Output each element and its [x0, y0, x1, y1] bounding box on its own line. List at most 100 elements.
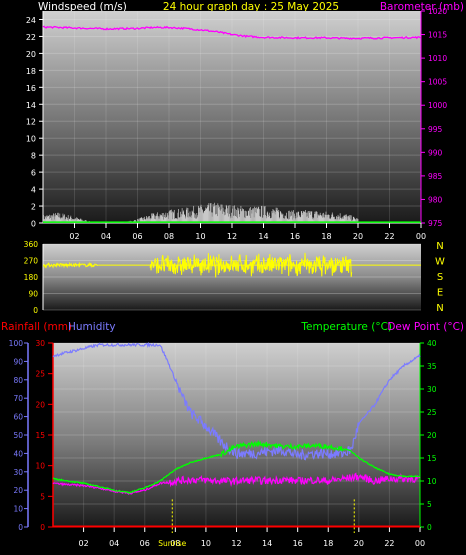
p1-x-tick-label: 08: [164, 232, 174, 241]
humidity-tick-label: 10: [13, 505, 23, 514]
p1-x-tick-label: 20: [353, 232, 363, 241]
p3-x-tick-label: 08: [170, 539, 180, 548]
rain-tick-label: 15: [35, 431, 45, 440]
wind-tick-label: 20: [26, 50, 36, 59]
barometer-axis-title: Barometer (mb): [380, 1, 464, 13]
dewpoint-axis-title: Dew Point (°C): [387, 321, 464, 333]
direction-tick-label: 180: [24, 273, 39, 282]
humidity-tick-label: 0: [18, 523, 23, 532]
temperature-tick-label: 0: [427, 523, 432, 532]
rain-tick-label: 10: [35, 462, 45, 471]
humidity-tick-label: 20: [13, 486, 23, 495]
wind-tick-label: 12: [26, 118, 36, 127]
wind-tick-label: 0: [31, 220, 36, 229]
barometer-tick-label: 1005: [428, 78, 447, 87]
humidity-axis-title: Humidity: [68, 321, 116, 333]
humidity-tick-label: 100: [9, 339, 24, 348]
compass-label: S: [437, 272, 443, 283]
wind-tick-label: 22: [26, 33, 36, 42]
p3-x-tick-label: 00: [415, 539, 425, 548]
humidity-tick-label: 30: [13, 468, 23, 477]
p1-x-tick-label: 16: [290, 232, 300, 241]
wind-tick-label: 6: [31, 169, 36, 178]
humidity-line: [52, 341, 421, 461]
rain-tick-label: 25: [35, 370, 45, 379]
barometer-line: [42, 25, 422, 40]
barometer-tick-label: 975: [428, 219, 443, 228]
panel2-background: [43, 244, 421, 310]
p3-x-tick-label: 02: [78, 539, 88, 548]
temperature-tick-label: 40: [427, 339, 437, 348]
p3-x-tick-label: 12: [231, 539, 241, 548]
humidity-tick-label: 90: [13, 357, 23, 366]
graph-title: 24 hour graph day : 25 May 2025: [163, 1, 339, 13]
rainfall-axis-title: Rainfall (mm): [1, 321, 72, 333]
barometer-tick-label: 995: [428, 125, 443, 134]
p1-x-tick-label: 10: [195, 232, 205, 241]
p1-x-tick-label: 06: [132, 232, 142, 241]
compass-label: W: [435, 257, 445, 268]
rain-tick-label: 20: [35, 400, 45, 409]
wind-direction-trace: [149, 252, 353, 278]
wind-tick-label: 10: [26, 135, 36, 144]
p1-x-tick-label: 22: [384, 232, 394, 241]
direction-tick-label: 0: [33, 306, 38, 315]
wind-tick-label: 4: [31, 186, 36, 195]
temperature-tick-label: 35: [427, 362, 437, 371]
p3-x-tick-label: 16: [293, 539, 303, 548]
humidity-tick-label: 70: [13, 394, 23, 403]
p1-x-tick-label: 04: [101, 232, 111, 241]
barometer-tick-label: 1010: [428, 54, 447, 63]
temperature-axis-title: Temperature (°C): [300, 321, 392, 333]
barometer-tick-label: 1000: [428, 101, 447, 110]
humidity-tick-label: 60: [13, 413, 23, 422]
p3-x-tick-label: 06: [140, 539, 150, 548]
p1-x-tick-label: 12: [227, 232, 237, 241]
compass-label: E: [437, 288, 443, 299]
p3-x-tick-label: 14: [262, 539, 272, 548]
barometer-tick-label: 980: [428, 195, 443, 204]
barometer-tick-label: 985: [428, 172, 443, 181]
direction-tick-label: 270: [24, 257, 39, 266]
wind-tick-label: 18: [26, 67, 36, 76]
panel-temp-humidity: 0 10 20 30 40 50 60 70 80 90 100 0 5 10 15 20 25 30 0 5 10…: [9, 339, 437, 548]
p3-x-tick-label: 18: [323, 539, 333, 548]
direction-tick-label: 90: [28, 290, 38, 299]
direction-tick-label: 360: [24, 240, 39, 249]
barometer-tick-label: 990: [428, 148, 443, 157]
p1-x-tick-label: 00: [416, 232, 426, 241]
p1-x-tick-label: 14: [258, 232, 268, 241]
temperature-tick-label: 25: [427, 408, 437, 417]
humidity-tick-label: 40: [13, 449, 23, 458]
rain-tick-label: 30: [35, 339, 45, 348]
p1-x-tick-label: 02: [69, 232, 79, 241]
wind-tick-label: 16: [26, 84, 36, 93]
wind-tick-label: 14: [26, 101, 36, 110]
temperature-tick-label: 30: [427, 385, 437, 394]
p1-x-tick-label: 18: [321, 232, 331, 241]
rain-tick-label: 0: [40, 523, 45, 532]
p3-x-tick-label: 04: [109, 539, 119, 548]
rain-tick-label: 5: [40, 492, 45, 501]
temperature-tick-label: 15: [427, 454, 437, 463]
wind-direction-trace: [43, 261, 99, 269]
temperature-line: [52, 439, 420, 494]
compass-label: N: [436, 303, 443, 314]
temperature-tick-label: 10: [427, 477, 437, 486]
wind-axis-title: Windspeed (m/s): [38, 1, 127, 13]
temperature-tick-label: 5: [427, 500, 432, 509]
p3-x-tick-label: 20: [354, 539, 364, 548]
p3-x-tick-label: 10: [201, 539, 211, 548]
panel1-background: [43, 11, 421, 223]
temperature-tick-label: 20: [427, 431, 437, 440]
barometer-tick-label: 1020: [428, 7, 447, 16]
wind-tick-label: 2: [31, 203, 36, 212]
sunrise-label: Sunrise: [158, 539, 186, 548]
p3-x-tick-label: 22: [384, 539, 394, 548]
compass-label: N: [436, 241, 443, 252]
humidity-tick-label: 80: [13, 376, 23, 385]
barometer-tick-label: 1015: [428, 31, 447, 40]
wind-tick-label: 24: [26, 16, 36, 25]
